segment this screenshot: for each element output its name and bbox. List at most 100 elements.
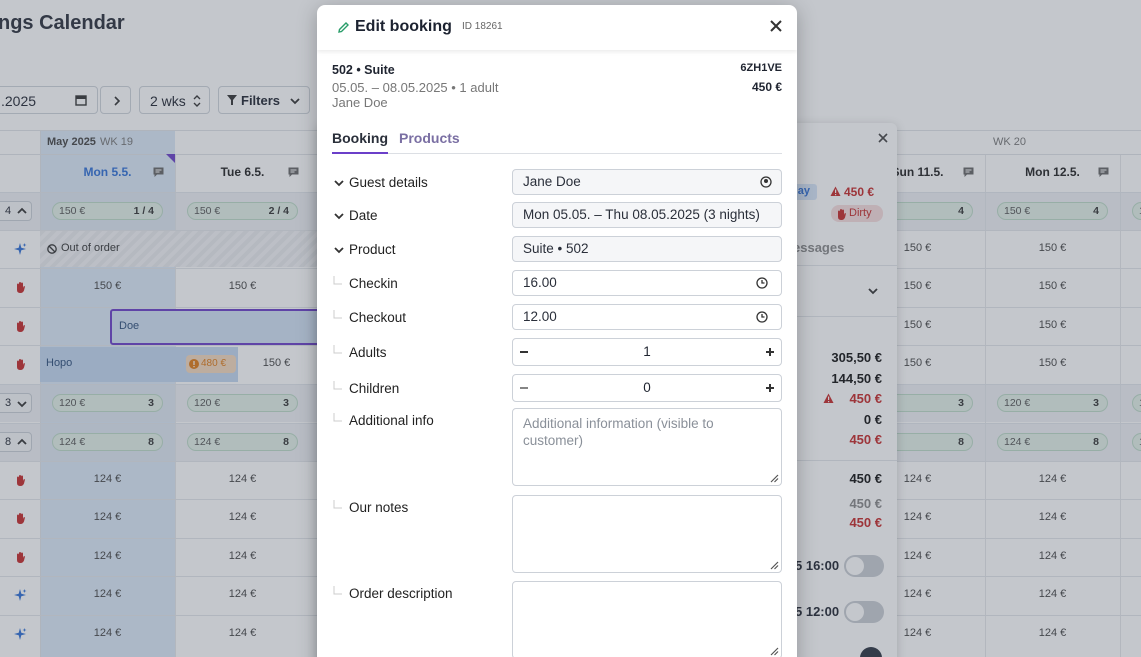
price-cell: 124 € [93,588,122,600]
week-label: WK 20 [993,136,1027,148]
status-pill: Dirty [831,205,883,222]
field-input[interactable] [512,581,782,657]
modal-title: Edit booking [355,18,452,35]
range-select[interactable]: 2 wks [139,86,210,114]
price-cell: 150 € [1038,319,1067,331]
booking-name: Hopo [46,357,73,369]
total: 450 € [849,515,882,530]
field-label: Date [349,207,378,223]
badge-text: 480 € [201,358,227,369]
field-input[interactable] [512,495,782,573]
filter-icon [227,95,237,105]
group-toggle[interactable]: 8 [0,432,32,452]
field-label: Checkin [349,275,398,291]
next-icon [114,96,121,106]
price-cell: 150 € [93,280,122,292]
field-input[interactable]: Suite • 502 [512,236,782,262]
info-button[interactable] [860,647,882,657]
filters-text: Filters [241,93,281,108]
availability-pill: 120 € 3 [52,394,163,412]
booking-name: Doe [119,320,140,332]
field-input[interactable]: 16.00 [512,270,782,296]
availability-pill: 150 € 4 [997,202,1108,220]
field-label: Product [349,241,396,257]
day-header: Sun 11.5. [891,165,944,179]
edit-booking-modal: Edit booking ID 18261 502 • Suite 05.05. – … [317,5,797,657]
field-chevron [334,246,344,253]
booking-badge: 480 € [186,355,236,373]
price-cell: 124 € [903,550,932,562]
field-branch [333,500,342,509]
edit-icon [338,22,349,33]
time: 5 16:00 [795,558,840,573]
summary-code: 6ZH1VE [740,62,782,74]
popover-price: 450 € [844,185,875,199]
pill-count: 2 / 4 [268,205,289,217]
badge-icon [189,359,199,369]
next-button[interactable] [100,86,131,114]
room-status-icon [17,475,25,486]
booking[interactable]: Hopo 480 € [40,347,238,382]
tab[interactable]: Booking [332,130,388,146]
room-status-icon [17,513,25,524]
pill-count: 3 [958,397,964,409]
field-chevron [334,179,344,186]
status-text: Dirty [849,207,872,219]
amount: 450 € [849,432,882,447]
time: 5 12:00 [795,604,840,619]
user-icon [760,176,772,188]
group-toggle[interactable]: 3 [0,393,32,413]
field-input[interactable]: Additional information (visible to custo… [512,408,782,486]
price-cell: 124 € [93,550,122,562]
date-input[interactable]: .2025 [0,86,98,114]
pill-price: 150 € [194,205,221,217]
availability-pill: 124 € 8 [187,433,298,451]
field-branch [333,413,342,422]
pill-count: 8 [958,436,964,448]
field-input[interactable]: 12.00 [512,304,782,330]
room-status-icon [14,243,27,255]
price-cell: 124 € [1038,511,1067,523]
resize-handle [770,561,779,570]
price-cell: 124 € [903,588,932,600]
plus-button [766,384,774,392]
price-cell: 150 € [262,357,291,369]
price-cell: 124 € [228,511,257,523]
field-input[interactable]: 1 [512,338,782,366]
room-status-icon [17,282,25,293]
pill-price: 124 € [1004,436,1031,448]
pill-price: 124 € [59,436,86,448]
counter-value: 0 [643,380,651,395]
field-branch [333,586,342,595]
field-input[interactable]: Mon 05.05. – Thu 08.05.2025 (3 nights) [512,202,782,228]
close-icon [770,20,782,32]
field-label: Order description [349,586,453,601]
availability-pill: 120 € 3 [187,394,298,412]
price-cell: 150 € [1038,242,1067,254]
range-arrows [193,95,201,107]
popover-line [787,460,897,461]
booking[interactable]: Doe [110,309,340,345]
pill-price: 120 € [1004,397,1031,409]
field-input[interactable]: 0 [512,374,782,402]
price-cell: 150 € [903,242,932,254]
counter-value: 1 [643,344,651,359]
amount: 0 € [863,411,882,427]
popover-tab-line [787,265,897,266]
day-note-icon [1098,167,1109,177]
field-input[interactable]: Jane Doe [512,169,782,195]
pill-count: 3 [283,397,289,409]
filters-button[interactable]: Filters [218,86,310,114]
toggle[interactable] [844,555,884,577]
group-chevron [17,401,27,408]
group-toggle[interactable]: 4 [0,201,32,221]
clock-icon [756,311,768,323]
price-cell: 124 € [1038,627,1067,639]
group-chevron [17,207,27,214]
toggle[interactable] [844,601,884,623]
amount: 450 € [849,391,882,406]
price-cell: 124 € [903,511,932,523]
room-status-icon [17,552,25,563]
field-value: 12.00 [523,309,557,324]
tab[interactable]: Products [399,130,460,146]
